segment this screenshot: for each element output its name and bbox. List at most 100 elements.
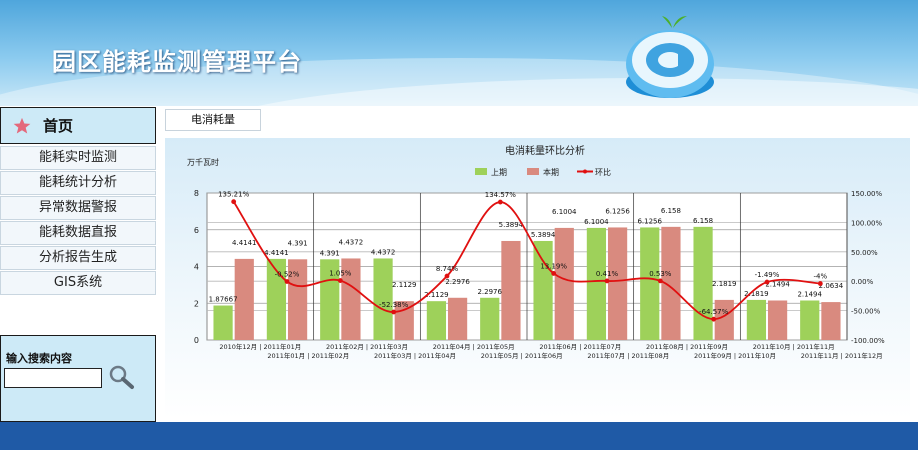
bar-prev: [693, 226, 713, 340]
bar-curr-label: 4.391: [288, 239, 308, 247]
bar-curr-label: 2.2976: [445, 278, 470, 286]
bar-curr: [661, 226, 681, 340]
ratio-point: [231, 199, 237, 205]
y-tick-label: 6: [194, 226, 199, 235]
ratio-point: [551, 271, 557, 276]
search-input[interactable]: [4, 368, 102, 388]
bar-curr-label: 4.4372: [339, 238, 364, 246]
bar-prev: [746, 299, 766, 340]
bar-curr: [341, 258, 361, 340]
sidebar-item-gis[interactable]: GIS系统: [0, 271, 156, 295]
chart-title: 电消耗量环比分析: [505, 144, 585, 157]
bar-prev-label: 2.1494: [797, 291, 822, 299]
bar-prev-label: 6.1004: [584, 218, 609, 226]
bar-prev-label: 6.1256: [637, 217, 662, 225]
header-banner: 园区能耗监测管理平台: [0, 0, 918, 106]
bar-curr: [288, 259, 308, 340]
star-icon: [13, 117, 31, 133]
ratio-point: [711, 316, 717, 322]
ratio-point: [817, 281, 823, 286]
y2-tick-label: -50.00%: [851, 308, 881, 316]
bar-prev: [373, 258, 393, 340]
ratio-point: [444, 273, 450, 279]
footer-bar: [0, 422, 918, 450]
bar-curr-label: 6.158: [661, 207, 681, 215]
y-tick-label: 8: [194, 189, 199, 198]
bar-prev: [533, 240, 553, 340]
ratio-label: -4%: [814, 273, 828, 281]
x-tick-label: 2011年07月 | 2011年08月: [587, 351, 669, 360]
x-tick-label: 2011年03月 | 2011年04月: [374, 351, 456, 360]
ratio-point: [284, 279, 290, 284]
bar-curr-label: 2.0634: [819, 282, 844, 290]
x-tick-label: 2011年08月 | 2011年09月: [646, 342, 728, 351]
sidebar-item-alerts[interactable]: 异常数据警报: [0, 196, 156, 220]
legend-swatch: [583, 169, 587, 174]
ratio-point: [604, 278, 610, 284]
bar-curr-label: 2.1494: [765, 281, 790, 289]
bar-curr: [554, 227, 574, 340]
bar-prev-label: 4.391: [320, 249, 340, 257]
bar-prev: [800, 300, 820, 340]
x-tick-label: 2011年05月 | 2011年06月: [481, 351, 563, 360]
bar-curr-label: 2.1819: [712, 280, 737, 288]
ratio-label: 8.74%: [436, 265, 459, 273]
search-icon[interactable]: [107, 364, 135, 390]
bar-curr-label: 5.3894: [499, 221, 524, 229]
bar-curr: [714, 299, 734, 340]
bar-prev-label: 4.4141: [264, 249, 289, 257]
bar-prev-label: 4.4372: [371, 248, 396, 256]
sidebar-home[interactable]: 首页: [0, 107, 156, 144]
ratio-label: -1.49%: [755, 271, 780, 279]
ratio-label: -64.57%: [699, 308, 729, 316]
y2-tick-label: 0.00%: [851, 278, 874, 286]
y2-tick-label: 100.00%: [851, 219, 882, 227]
bar-curr: [821, 302, 841, 340]
bar-curr-label: 6.1004: [552, 208, 577, 216]
bar-curr: [608, 227, 628, 340]
tab-electricity-consumption[interactable]: 电消耗量: [165, 109, 261, 131]
sidebar-item-report-generation[interactable]: 分析报告生成: [0, 246, 156, 270]
bar-curr-label: 2.1129: [392, 281, 417, 289]
sidebar-item-direct-report[interactable]: 能耗数据直报: [0, 221, 156, 245]
ratio-label: -52.38%: [379, 301, 409, 309]
y-axis-label: 万千瓦时: [187, 157, 219, 167]
ratio-point: [764, 279, 770, 285]
ratio-point: [657, 278, 663, 284]
bar-curr-label: 4.4141: [232, 239, 257, 247]
ratio-label: 135.21%: [218, 191, 249, 199]
bar-prev-label: 6.158: [693, 217, 713, 225]
ratio-label: 13.19%: [540, 262, 567, 270]
bar-prev: [640, 227, 660, 340]
legend-label: 环比: [595, 167, 611, 177]
legend-swatch: [475, 168, 487, 175]
ratio-point: [337, 278, 343, 283]
y-tick-label: 4: [194, 263, 199, 272]
y2-tick-label: 150.00%: [851, 190, 882, 198]
legend-label: 上期: [491, 168, 507, 177]
bar-prev: [213, 305, 233, 340]
x-tick-label: 2011年10月 | 2011年11月: [753, 342, 835, 351]
x-tick-label: 2011年02月 | 2011年03月: [326, 342, 408, 351]
x-tick-label: 2011年01月 | 2011年02月: [267, 351, 349, 360]
search-label: 输入搜索内容: [6, 352, 72, 365]
y2-tick-label: 50.00%: [851, 249, 878, 257]
ratio-point: [391, 309, 397, 315]
ratio-label: -0.52%: [275, 271, 300, 279]
bar-curr: [234, 258, 254, 340]
search-panel: 输入搜索内容: [0, 335, 156, 422]
ratio-label: 1.05%: [329, 270, 352, 278]
ratio-label: 0.41%: [596, 270, 619, 278]
x-tick-label: 2011年04月 | 2011年05月: [433, 342, 515, 351]
bar-prev-label: 2.2976: [477, 288, 502, 296]
x-tick-label: 2011年11月 | 2011年12月: [801, 351, 883, 360]
ratio-label: 134.57%: [485, 191, 516, 199]
x-tick-label: 2010年12月 | 2011年01月: [219, 342, 301, 351]
app-title: 园区能耗监测管理平台: [52, 48, 302, 76]
sidebar-item-realtime-monitor[interactable]: 能耗实时监测: [0, 146, 156, 170]
sidebar-item-statistics[interactable]: 能耗统计分析: [0, 171, 156, 195]
sidebar-home-label: 首页: [43, 117, 74, 135]
legend-label: 本期: [543, 167, 559, 177]
legend-swatch: [527, 168, 539, 175]
bar-prev: [266, 258, 286, 340]
